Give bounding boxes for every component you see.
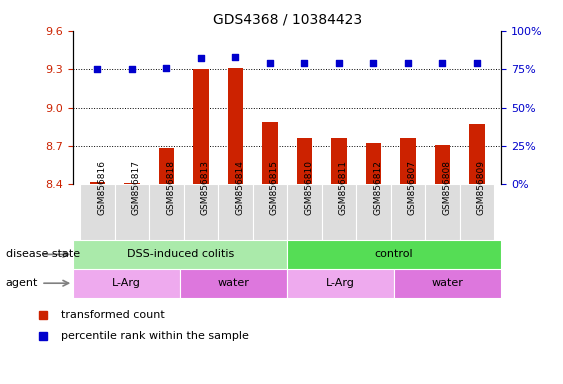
Text: GSM856815: GSM856815: [270, 160, 279, 215]
Point: [300, 60, 309, 66]
Bar: [400, 138, 415, 184]
Point: [127, 66, 136, 72]
Text: water: water: [218, 278, 249, 288]
Text: GSM856812: GSM856812: [373, 160, 382, 215]
Bar: [425, 184, 459, 240]
Text: GSM856810: GSM856810: [305, 160, 314, 215]
Point: [438, 60, 447, 66]
Bar: [365, 143, 381, 184]
Text: agent: agent: [6, 278, 38, 288]
Point: [369, 60, 378, 66]
Bar: [391, 184, 425, 240]
Bar: [73, 269, 180, 298]
Bar: [90, 182, 105, 184]
Text: GSM856816: GSM856816: [97, 160, 106, 215]
Text: disease state: disease state: [6, 249, 80, 260]
Bar: [149, 184, 184, 240]
Title: GDS4368 / 10384423: GDS4368 / 10384423: [213, 13, 361, 27]
Bar: [73, 240, 287, 269]
Bar: [184, 184, 218, 240]
Bar: [331, 138, 347, 184]
Bar: [321, 184, 356, 240]
Text: GSM856808: GSM856808: [443, 160, 452, 215]
Text: GSM856814: GSM856814: [235, 160, 244, 215]
Text: percentile rank within the sample: percentile rank within the sample: [61, 331, 249, 341]
Text: water: water: [432, 278, 463, 288]
Bar: [287, 269, 394, 298]
Bar: [394, 269, 501, 298]
Text: control: control: [375, 249, 413, 260]
Bar: [253, 184, 287, 240]
Bar: [180, 269, 287, 298]
Bar: [193, 69, 209, 184]
Bar: [124, 183, 140, 184]
Text: L-Arg: L-Arg: [112, 278, 141, 288]
Bar: [356, 184, 391, 240]
Bar: [262, 122, 278, 184]
Bar: [227, 68, 243, 184]
Text: L-Arg: L-Arg: [326, 278, 355, 288]
Bar: [159, 149, 174, 184]
Text: transformed count: transformed count: [61, 310, 165, 320]
Point: [334, 60, 343, 66]
Text: GSM856817: GSM856817: [132, 160, 141, 215]
Bar: [218, 184, 253, 240]
Text: DSS-induced colitis: DSS-induced colitis: [127, 249, 234, 260]
Point: [472, 60, 481, 66]
Point: [196, 55, 205, 61]
Bar: [435, 145, 450, 184]
Text: GSM856818: GSM856818: [166, 160, 175, 215]
Text: GSM856811: GSM856811: [339, 160, 348, 215]
Point: [265, 60, 274, 66]
Bar: [115, 184, 149, 240]
Text: GSM856809: GSM856809: [477, 160, 486, 215]
Point: [93, 66, 102, 72]
Bar: [459, 184, 494, 240]
Text: GSM856813: GSM856813: [201, 160, 210, 215]
Bar: [287, 184, 321, 240]
Bar: [80, 184, 115, 240]
Text: GSM856807: GSM856807: [408, 160, 417, 215]
Bar: [297, 138, 312, 184]
Point: [162, 65, 171, 71]
Point: [231, 54, 240, 60]
Point: [404, 60, 413, 66]
Bar: [287, 240, 501, 269]
Bar: [469, 124, 485, 184]
